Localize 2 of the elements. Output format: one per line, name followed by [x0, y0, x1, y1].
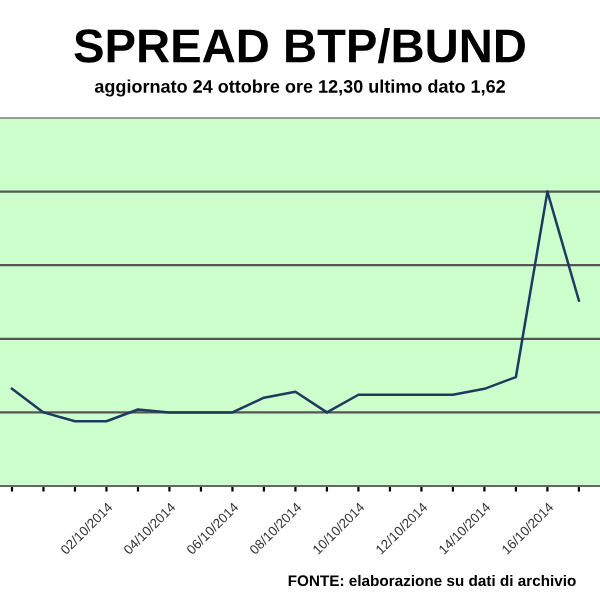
- chart-title: SPREAD BTP/BUND: [74, 27, 525, 64]
- chart-subtitle: aggiornato 24 ottobre ore 12,30 ultimo dato 1,62: [94, 79, 505, 97]
